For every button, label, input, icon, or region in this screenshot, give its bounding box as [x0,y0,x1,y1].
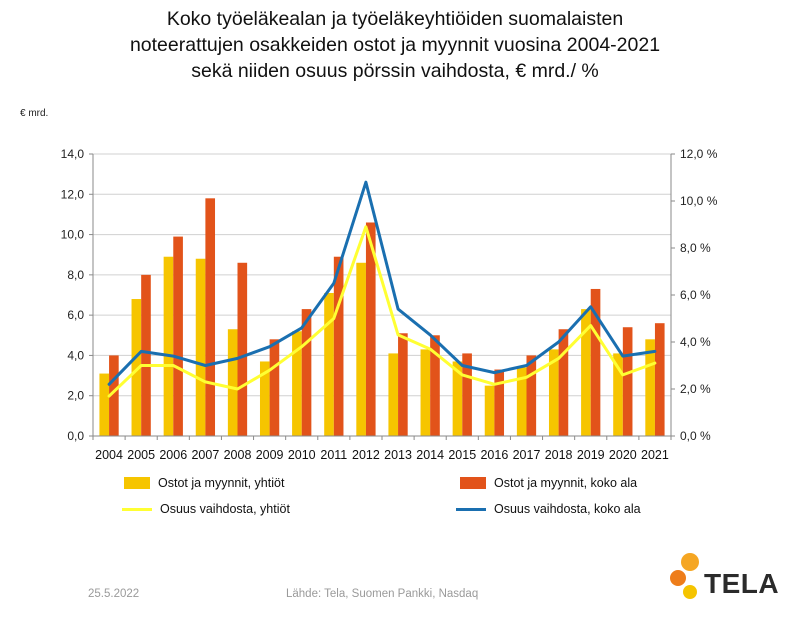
bar-companies [324,292,334,436]
y-left-tick-label: 6,0 [67,308,84,322]
logo-dot-top [681,553,699,571]
bar-companies [356,262,366,436]
bar-total [365,222,376,436]
bar-total [109,355,119,436]
legend-label-line-total: Osuus vaihdosta, koko ala [494,502,641,516]
y-left-tick-label: 4,0 [67,348,84,362]
y-left-tick-label: 0,0 [67,429,84,443]
bar-companies [548,349,559,436]
bar-companies [484,385,495,436]
y-right-tick-label: 2,0 % [680,382,711,396]
x-tick-label: 2013 [384,448,412,462]
legend-item-line-total: Osuus vaihdosta, koko ala [456,502,641,516]
y-left-tick-label: 8,0 [67,268,84,282]
x-tick-label: 2017 [513,448,541,462]
tela-logo-text: TELA [704,568,780,599]
y-right-tick-label: 6,0 % [680,288,711,302]
x-tick-label: 2010 [288,448,316,462]
bar-companies [581,309,591,436]
bar-companies [452,361,463,436]
bar-companies [195,258,206,436]
legend-item-bar-companies: Ostot ja myynnit, yhtiöt [124,476,284,490]
bar-total [494,369,505,436]
y-left-tick-label: 14,0 [61,147,85,161]
x-tick-label: 2006 [159,448,187,462]
bar-total [237,262,248,436]
bar-companies [613,353,623,436]
chart-title: Koko työeläkealan ja työeläkeyhtiöiden s… [0,6,790,84]
bar-total [398,333,408,436]
x-tick-label: 2012 [352,448,380,462]
x-tick-label: 2021 [641,448,669,462]
y-right-tick-label: 12,0 % [680,147,718,161]
bar-total [462,353,472,436]
bar-total [558,329,569,436]
chart-title-line-1: Koko työeläkealan ja työeläkeyhtiöiden s… [166,8,624,30]
chart-title-line-3: sekä niiden osuus pörssin vaihdosta, € m… [191,60,599,82]
legend-item-line-companies: Osuus vaihdosta, yhtiöt [122,502,290,516]
bar-companies [227,329,238,436]
x-tick-label: 2015 [448,448,476,462]
bar-total [430,335,440,436]
bar-total [141,274,151,436]
chart-title-line-2: noteerattujen osakkeiden ostot ja myynni… [129,34,661,56]
bar-companies [388,353,399,436]
line-total [107,180,657,386]
x-tick-label: 2014 [416,448,444,462]
y-right-tick-label: 10,0 % [680,194,718,208]
legend-swatch-line-companies [122,507,152,511]
x-tick-label: 2007 [191,448,219,462]
legend-label-line-companies: Osuus vaihdosta, yhtiöt [160,502,290,516]
bar-total [333,256,344,436]
bar-companies [645,339,655,436]
legend-item-bar-total: Ostot ja myynnit, koko ala [460,476,637,490]
footer-date: 25.5.2022 [88,588,140,600]
bar-total [205,198,216,436]
y-right-tick-label: 4,0 % [680,335,711,349]
legend-swatch-bar-total [460,477,486,489]
footer-source: Lähde: Tela, Suomen Pankki, Nasdaq [286,588,479,600]
bar-companies [131,299,142,436]
line-companies [107,225,657,398]
y-left-tick-label: 10,0 [61,228,85,242]
x-tick-label: 2004 [95,448,123,462]
bar-companies [163,256,174,436]
legend-swatch-line-total [456,507,486,511]
legend-swatch-bar-companies [124,477,150,489]
x-tick-label: 2011 [320,448,347,462]
bar-companies [516,367,527,436]
x-tick-label: 2005 [127,448,155,462]
x-tick-label: 2016 [480,448,508,462]
legend-label-bar-total: Ostot ja myynnit, koko ala [494,476,638,490]
bar-total [590,288,601,436]
bar-companies [420,349,431,436]
y-right-tick-label: 0,0 % [680,429,711,443]
left-axis-unit-label: € mrd. [20,108,49,119]
x-tick-label: 2019 [577,448,605,462]
x-tick-label: 2009 [256,448,284,462]
bar-total [301,309,312,436]
y-left-tick-label: 2,0 [67,389,84,403]
bar-total [526,355,537,436]
tela-logo: TELA [668,548,780,608]
tela-logo-mark [670,553,699,599]
bar-total [654,323,665,436]
bar-total [173,236,183,436]
legend-label-bar-companies: Ostot ja myynnit, yhtiöt [158,476,285,490]
bar-companies [259,361,270,436]
bar-total [269,339,280,436]
bar-total [622,327,633,436]
bar-companies [292,331,302,436]
x-tick-label: 2008 [224,448,252,462]
x-tick-label: 2020 [609,448,637,462]
logo-dot-left [670,570,686,586]
x-tick-label: 2018 [545,448,573,462]
y-left-tick-label: 12,0 [61,187,85,201]
y-right-tick-label: 8,0 % [680,241,711,255]
logo-dot-bottom [683,585,697,599]
bar-companies [99,373,110,436]
